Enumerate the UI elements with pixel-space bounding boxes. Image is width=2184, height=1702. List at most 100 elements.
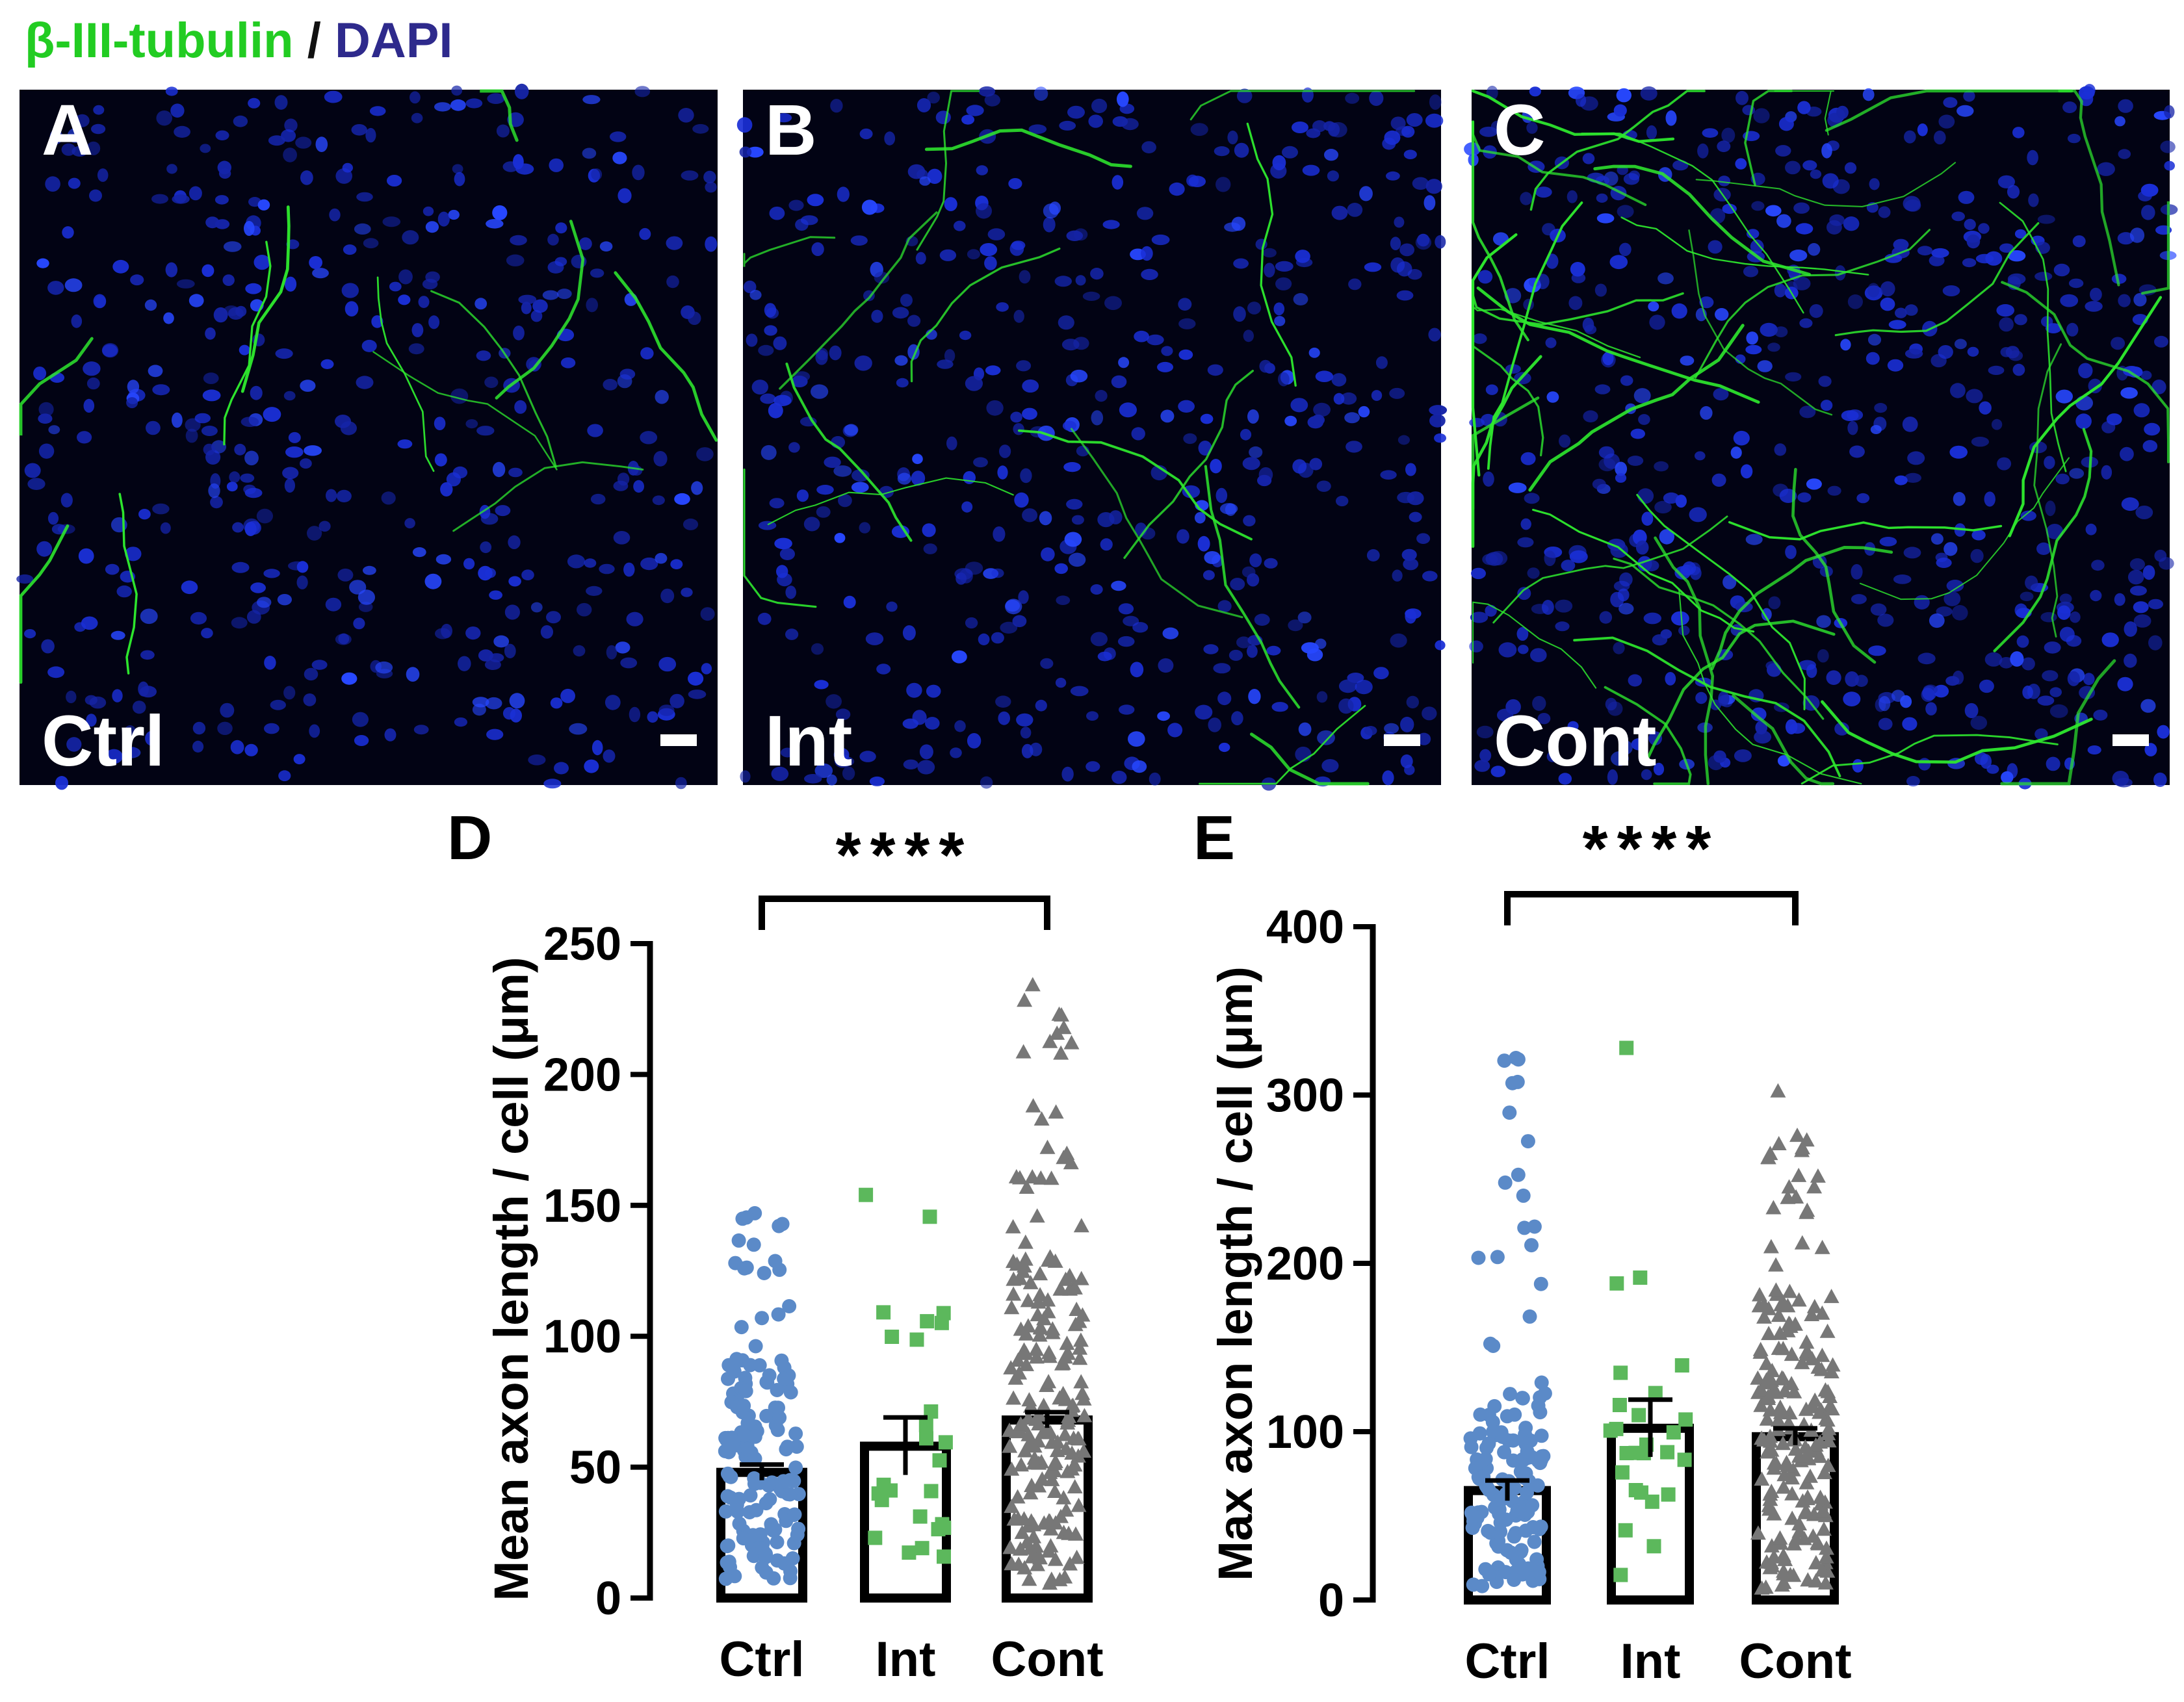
- nucleus: [691, 481, 703, 495]
- nucleus: [382, 216, 401, 227]
- nucleus: [1695, 691, 1708, 704]
- nucleus: [60, 493, 73, 508]
- data-point: [1786, 1567, 1802, 1582]
- data-point: [1056, 1020, 1072, 1035]
- nucleus: [1902, 417, 1918, 432]
- nucleus: [1292, 122, 1308, 133]
- data-point: [785, 1551, 800, 1566]
- data-point: [718, 1504, 733, 1519]
- nucleus: [1904, 348, 1923, 359]
- nucleus: [573, 645, 586, 657]
- nucleus: [1888, 320, 1906, 329]
- data-point: [1799, 1491, 1815, 1506]
- nucleus: [1774, 326, 1788, 337]
- nucleus: [1722, 203, 1737, 214]
- data-point: [1814, 1305, 1830, 1320]
- nucleus: [944, 349, 956, 363]
- data-point: [1019, 1534, 1035, 1549]
- nucleus: [140, 608, 158, 625]
- data-point: [1765, 1200, 1782, 1215]
- nucleus: [959, 330, 972, 341]
- nucleus: [369, 106, 386, 116]
- nucleus: [203, 443, 215, 456]
- nucleus: [138, 509, 151, 520]
- nucleus: [1262, 248, 1277, 258]
- nucleus: [639, 227, 651, 240]
- nucleus: [2114, 593, 2126, 606]
- data-point: [1479, 1441, 1494, 1455]
- nucleus: [652, 495, 665, 506]
- nucleus: [1747, 229, 1760, 239]
- nucleus: [1338, 679, 1357, 693]
- data-point: [1015, 1044, 1032, 1059]
- axon: [118, 493, 138, 675]
- nucleus: [1130, 662, 1144, 678]
- nucleus: [1132, 760, 1147, 773]
- data-point: [759, 1496, 774, 1511]
- nucleus: [2118, 294, 2131, 307]
- data-point: [1069, 1549, 1085, 1564]
- nucleus: [1375, 356, 1388, 369]
- nucleus: [474, 298, 488, 310]
- nucleus: [1204, 551, 1221, 564]
- nucleus: [250, 582, 266, 593]
- nucleus: [1953, 670, 1964, 685]
- nucleus: [1086, 761, 1100, 772]
- nucleus: [1068, 552, 1086, 567]
- nucleus: [513, 326, 525, 341]
- data-point: [1002, 1540, 1019, 1554]
- nucleus: [1178, 318, 1196, 329]
- nucleus: [67, 128, 83, 143]
- nucleus: [736, 117, 753, 133]
- nucleus: [705, 181, 717, 193]
- data-point: [1515, 1466, 1530, 1481]
- nucleus: [1067, 105, 1085, 119]
- data-point: [1048, 1104, 1064, 1119]
- nucleus: [1559, 434, 1571, 448]
- nucleus: [540, 625, 554, 639]
- data-point: [1784, 1486, 1800, 1501]
- nucleus: [897, 472, 911, 485]
- nucleus: [480, 541, 492, 554]
- data-point: [1032, 1327, 1048, 1342]
- nucleus: [1906, 776, 1920, 787]
- nucleus: [1718, 691, 1730, 706]
- nucleus: [826, 774, 837, 786]
- nucleus: [954, 220, 966, 231]
- data-point: [1763, 1554, 1780, 1569]
- nucleus: [788, 200, 804, 211]
- nucleus: [592, 740, 603, 756]
- nucleus: [1760, 322, 1778, 337]
- nucleus: [1405, 609, 1416, 624]
- nucleus: [160, 522, 171, 534]
- nucleus: [436, 554, 452, 565]
- axon: [1728, 521, 2003, 541]
- data-point: [1776, 1467, 1793, 1482]
- nucleus: [2152, 380, 2166, 394]
- axon: [614, 271, 718, 442]
- nucleus: [1628, 674, 1643, 687]
- data-point: [1028, 1538, 1045, 1553]
- nucleus: [749, 290, 762, 300]
- nucleus: [398, 269, 413, 285]
- data-point: [1017, 1234, 1034, 1249]
- nucleus: [1282, 146, 1298, 159]
- nucleus: [1810, 169, 1822, 179]
- data-point: [1064, 1398, 1080, 1413]
- nucleus: [1567, 721, 1579, 732]
- nucleus: [1386, 171, 1400, 181]
- data-point: [1825, 1357, 1841, 1372]
- nucleus: [1902, 717, 1918, 731]
- axon: [452, 461, 644, 532]
- nucleus: [1213, 663, 1231, 674]
- nucleus: [303, 693, 317, 706]
- data-point: [1465, 1521, 1480, 1535]
- data-point: [1013, 1457, 1029, 1472]
- nucleus: [1355, 680, 1373, 695]
- nucleus: [1816, 615, 1831, 628]
- nucleus: [1194, 512, 1206, 524]
- nucleus: [381, 491, 396, 505]
- nucleus: [86, 714, 97, 727]
- nucleus: [486, 219, 504, 229]
- nucleus: [1416, 533, 1431, 544]
